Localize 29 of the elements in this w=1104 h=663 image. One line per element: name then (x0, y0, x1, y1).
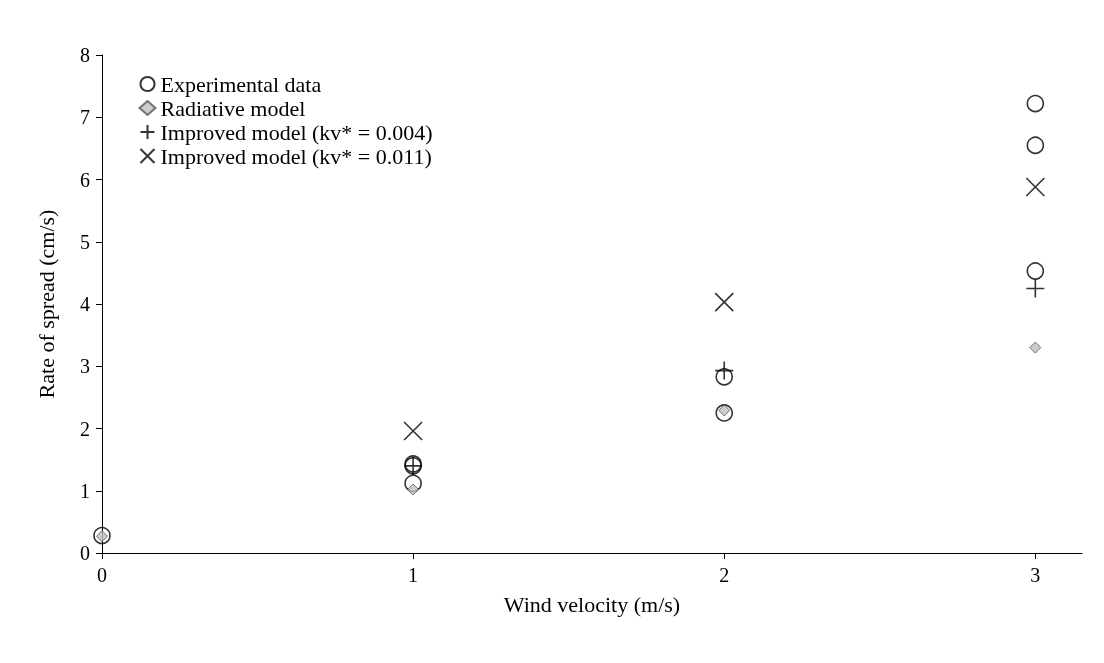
y-tick-label: 7 (80, 106, 90, 129)
y-tick-label: 0 (80, 542, 90, 564)
point (1026, 136, 1045, 155)
legend-label: Improved model (kv* = 0.004) (160, 119, 433, 145)
point (714, 360, 735, 381)
y-tick-label: 2 (80, 417, 90, 440)
point (715, 368, 734, 386)
x-tick-label: 1 (408, 564, 419, 586)
point (1025, 278, 1046, 299)
y-tick-label: 4 (80, 293, 90, 315)
legend-label: Experimental data (160, 71, 322, 97)
y-tick-label: 5 (80, 230, 90, 253)
point (1026, 94, 1045, 113)
x-axis-title: Wind velocity (m/s) (503, 591, 681, 617)
point (1029, 341, 1042, 354)
y-axis-title: Rate of spread (cm/s) (33, 209, 59, 399)
y-tick-label: 1 (80, 479, 90, 502)
point (1025, 177, 1046, 197)
x-tick-label: 0 (97, 564, 107, 586)
x-tick-label: 3 (1030, 564, 1041, 586)
point (93, 526, 111, 545)
point (714, 292, 735, 312)
y-tick-label: 8 (80, 44, 90, 66)
y-tick-label: 6 (80, 168, 90, 191)
y-tick-label: 3 (80, 355, 90, 378)
point (1026, 262, 1045, 280)
x-tick-label: 2 (719, 564, 730, 586)
point (715, 404, 734, 422)
point (403, 421, 423, 441)
